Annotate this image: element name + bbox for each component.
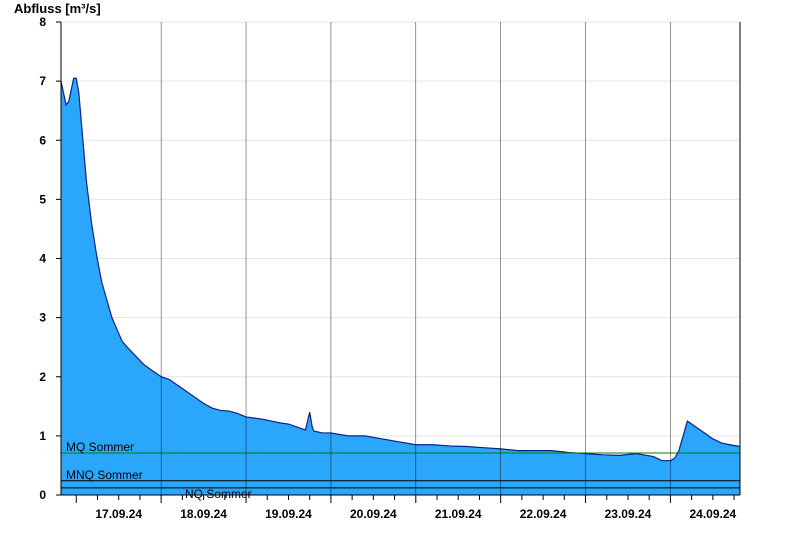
y-tick-label: 6 [39, 133, 46, 147]
x-tick-label: 23.09.24 [605, 507, 652, 521]
grid [61, 21, 740, 437]
y-tick-label: 8 [39, 15, 46, 29]
x-axis-ticks: 17.09.24 18.09.24 19.09.24 20.09.24 21.09.24… [75, 495, 737, 521]
x-tick-label: 17.09.24 [95, 507, 142, 521]
x-tick-label: 21.09.24 [435, 507, 482, 521]
y-tick-label: 1 [39, 429, 46, 443]
y-tick-label: 7 [39, 74, 46, 88]
series-line-abfluss [60, 77, 741, 462]
y-tick-label: 5 [39, 192, 46, 206]
x-tick-label: 20.09.24 [350, 507, 397, 521]
y-tick-label: 3 [39, 311, 46, 325]
y-tick-label: 0 [39, 488, 46, 502]
ref-label-mq-sommer: MQ Sommer [66, 440, 134, 454]
y-axis-ticks: 0 1 2 3 4 5 6 7 8 [39, 15, 61, 502]
ref-label-nq-sommer: NQ Sommer [185, 487, 252, 501]
ref-label-mnq-sommer: MNQ Sommer [66, 468, 143, 482]
x-tick-label: 19.09.24 [265, 507, 312, 521]
x-tick-label: 22.09.24 [520, 507, 567, 521]
y-tick-label: 4 [39, 252, 46, 266]
y-axis-label: Abfluss [m³/s] [14, 1, 101, 16]
x-tick-label: 24.09.24 [689, 507, 736, 521]
y-tick-label: 2 [39, 370, 46, 384]
x-tick-label: 18.09.24 [180, 507, 227, 521]
reference-lines: MQ Sommer MNQ Sommer NQ Sommer [61, 440, 740, 501]
day-separators [160, 22, 671, 495]
